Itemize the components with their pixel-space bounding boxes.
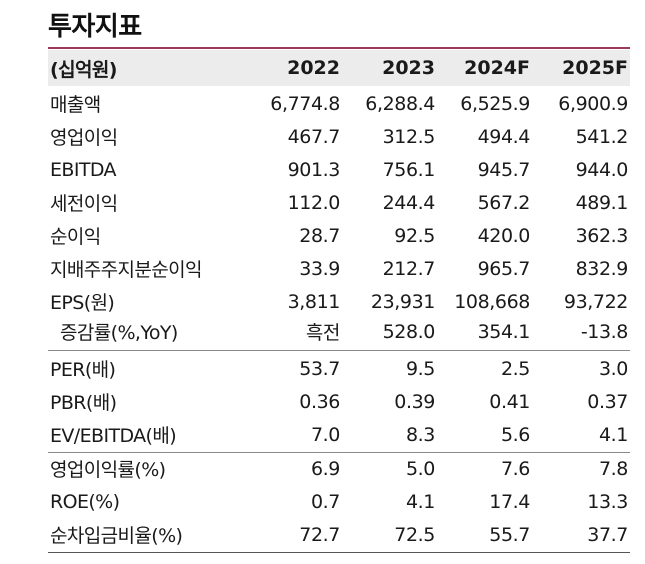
cell-value: 5.6 (500, 423, 530, 446)
title-rule (48, 47, 630, 49)
row-label: 순이익 (50, 226, 101, 248)
table-row: ROE(%) 0.7 4.1 17.4 13.3 (48, 485, 630, 518)
section-divider (48, 452, 630, 453)
cell-value: 965.7 (477, 257, 531, 280)
year-header: 2025F (562, 57, 628, 79)
cell-value: 33.9 (299, 257, 340, 280)
row-label: EBITDA (50, 158, 117, 181)
table-row: 지배주주지분순이익 33.9 212.7 965.7 832.9 (48, 252, 630, 285)
cell-value: 6.9 (310, 457, 340, 480)
cell-value: 112.0 (287, 191, 341, 214)
cell-value: 92.5 (394, 224, 435, 247)
cell-value: 354.1 (477, 320, 531, 343)
cell-value: 5.0 (405, 457, 435, 480)
cell-value: 0.41 (489, 390, 530, 413)
cell-value: 0.37 (587, 390, 628, 413)
cell-value: 17.4 (489, 490, 530, 513)
cell-value: 7.6 (500, 457, 530, 480)
cell-value: 0.7 (310, 490, 340, 513)
row-label: 매출액 (50, 94, 101, 116)
page-title: 투자지표 (48, 12, 142, 42)
cell-value: 832.9 (575, 257, 629, 280)
row-label: 순차입금비율(%) (50, 525, 183, 547)
cell-value: 541.2 (575, 125, 629, 148)
table-row: EBITDA 901.3 756.1 945.7 944.0 (48, 153, 630, 186)
cell-value: 3.0 (598, 357, 628, 380)
row-label: 영업이익률(%) (50, 459, 166, 481)
cell-value: 567.2 (477, 191, 531, 214)
table-row: 순이익 28.7 92.5 420.0 362.3 (48, 219, 630, 252)
cell-value: 93,722 (563, 290, 628, 313)
cell-value: 53.7 (299, 357, 340, 380)
cell-value: 362.3 (575, 224, 629, 247)
row-label: EPS(원) (50, 292, 115, 314)
cell-value: 3,811 (287, 290, 341, 313)
cell-value: 4.1 (598, 423, 628, 446)
row-label: ROE(%) (50, 490, 120, 513)
cell-value: 흑전 (305, 322, 341, 344)
cell-value: 312.5 (382, 125, 436, 148)
table-row: EPS(원) 3,811 23,931 108,668 93,722 (48, 285, 630, 318)
table-bottom-rule (48, 552, 630, 553)
cell-value: 55.7 (489, 523, 530, 546)
table-header: (십억원) 2022 2023 2024F 2025F (48, 50, 630, 86)
cell-value: 945.7 (477, 158, 531, 181)
section-divider (48, 350, 630, 351)
cell-value: 37.7 (587, 523, 628, 546)
cell-value: 0.39 (394, 390, 435, 413)
unit-label: (십억원) (50, 58, 117, 81)
cell-value: 489.1 (575, 191, 629, 214)
table-row: 매출액 6,774.8 6,288.4 6,525.9 6,900.9 (48, 87, 630, 120)
cell-value: 7.0 (310, 423, 340, 446)
cell-value: 528.0 (382, 320, 436, 343)
cell-value: 494.4 (477, 125, 531, 148)
row-label: 세전이익 (50, 193, 118, 215)
row-label: PER(배) (50, 359, 116, 381)
table-row: EV/EBITDA(배) 7.0 8.3 5.6 4.1 (48, 418, 630, 451)
cell-value: 6,774.8 (270, 92, 340, 115)
row-label: PBR(배) (50, 392, 117, 414)
cell-value: 6,525.9 (460, 92, 530, 115)
table-row: PBR(배) 0.36 0.39 0.41 0.37 (48, 385, 630, 418)
cell-value: 0.36 (299, 390, 340, 413)
cell-value: 8.3 (405, 423, 435, 446)
cell-value: 23,931 (370, 290, 435, 313)
year-header: 2024F (464, 57, 530, 79)
year-header: 2023 (382, 57, 435, 79)
table-row: 영업이익 467.7 312.5 494.4 541.2 (48, 120, 630, 153)
cell-value: 212.7 (382, 257, 436, 280)
cell-value: 944.0 (575, 158, 629, 181)
cell-value: 244.4 (382, 191, 436, 214)
cell-value: 420.0 (477, 224, 531, 247)
table-row: 세전이익 112.0 244.4 567.2 489.1 (48, 186, 630, 219)
cell-value: 72.5 (394, 523, 435, 546)
row-label: EV/EBITDA(배) (50, 425, 177, 447)
cell-value: 2.5 (500, 357, 530, 380)
cell-value: 72.7 (299, 523, 340, 546)
cell-value: 467.7 (287, 125, 341, 148)
cell-value: -13.8 (580, 320, 629, 343)
table-row: PER(배) 53.7 9.5 2.5 3.0 (48, 352, 630, 385)
cell-value: 6,900.9 (558, 92, 628, 115)
cell-value: 28.7 (299, 224, 340, 247)
cell-value: 4.1 (405, 490, 435, 513)
table-row: 영업이익률(%) 6.9 5.0 7.6 7.8 (48, 452, 630, 485)
cell-value: 6,288.4 (365, 92, 435, 115)
row-label: 지배주주지분순이익 (50, 259, 203, 281)
row-label: 영업이익 (50, 127, 118, 149)
cell-value: 13.3 (587, 490, 628, 513)
row-label: 증감률(%,YoY) (60, 322, 178, 344)
cell-value: 756.1 (382, 158, 436, 181)
cell-value: 7.8 (598, 457, 628, 480)
table-row: 증감률(%,YoY) 흑전 528.0 354.1 -13.8 (48, 315, 630, 348)
cell-value: 9.5 (405, 357, 435, 380)
cell-value: 901.3 (287, 158, 341, 181)
year-header: 2022 (287, 57, 340, 79)
cell-value: 108,668 (454, 290, 530, 313)
table-row: 순차입금비율(%) 72.7 72.5 55.7 37.7 (48, 518, 630, 551)
